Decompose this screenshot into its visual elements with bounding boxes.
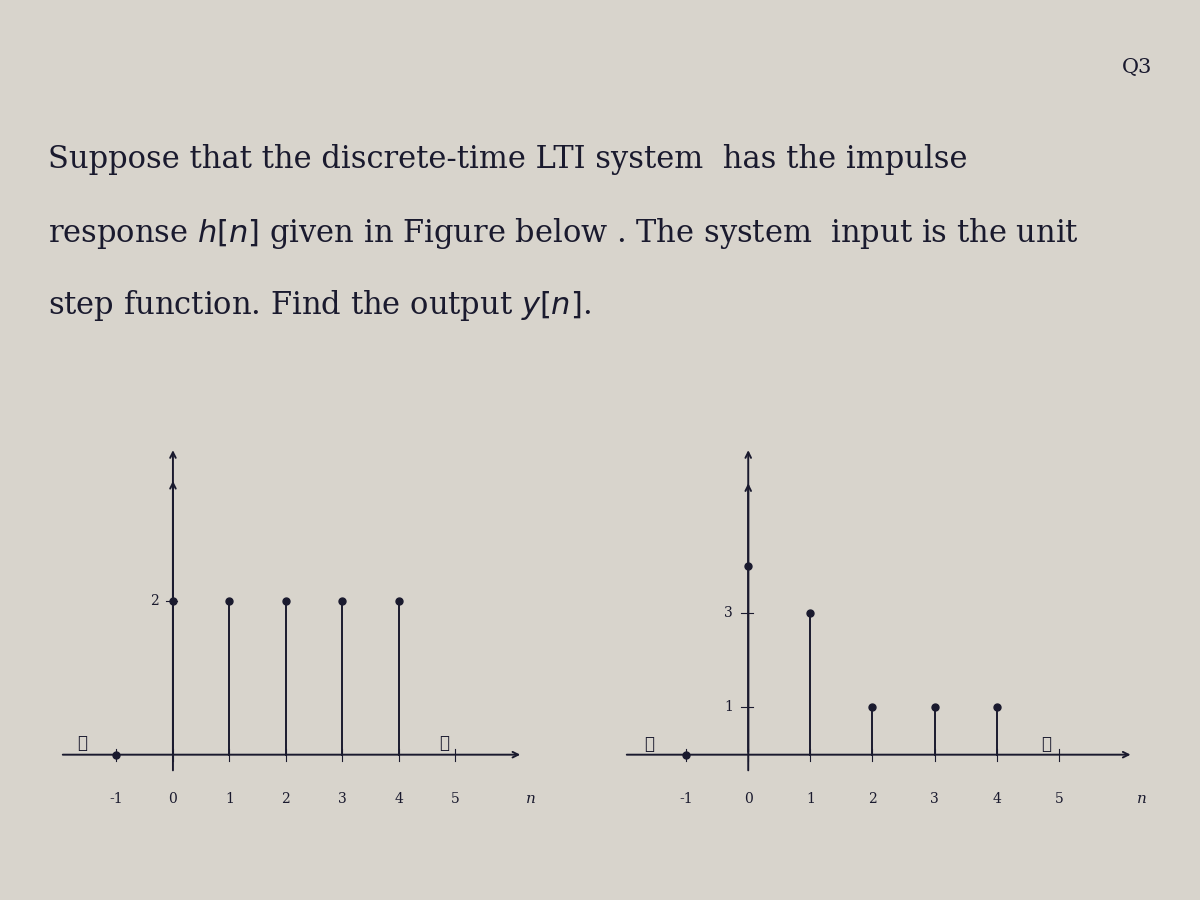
Text: 2: 2 xyxy=(868,792,877,806)
Text: ⋯: ⋯ xyxy=(439,734,449,752)
Text: -1: -1 xyxy=(109,792,124,806)
Text: 1: 1 xyxy=(806,792,815,806)
Text: Suppose that the discrete-time LTI system  has the impulse: Suppose that the discrete-time LTI syste… xyxy=(48,144,967,175)
Text: 3: 3 xyxy=(338,792,347,806)
Text: 4: 4 xyxy=(395,792,403,806)
Text: ⋯: ⋯ xyxy=(644,736,654,752)
Text: 5: 5 xyxy=(451,792,460,806)
Text: 2: 2 xyxy=(282,792,290,806)
Text: ⋯: ⋯ xyxy=(1042,736,1051,752)
Text: 0: 0 xyxy=(744,792,752,806)
Text: 1: 1 xyxy=(224,792,234,806)
Text: 1: 1 xyxy=(724,700,733,715)
Text: 0: 0 xyxy=(168,792,178,806)
Text: Q3: Q3 xyxy=(1122,58,1152,77)
Text: -1: -1 xyxy=(679,792,692,806)
Text: response $h[n]$ given in Figure below . The system  input is the unit: response $h[n]$ given in Figure below . … xyxy=(48,216,1079,251)
Text: n: n xyxy=(1136,792,1146,806)
Text: 4: 4 xyxy=(992,792,1001,806)
Text: n: n xyxy=(526,792,535,806)
Text: 2: 2 xyxy=(150,594,158,608)
Text: 5: 5 xyxy=(1055,792,1063,806)
Text: 3: 3 xyxy=(724,606,733,620)
Text: 3: 3 xyxy=(930,792,938,806)
Text: step function. Find the output $y[n]$.: step function. Find the output $y[n]$. xyxy=(48,288,592,323)
Text: ⋯: ⋯ xyxy=(78,734,88,752)
